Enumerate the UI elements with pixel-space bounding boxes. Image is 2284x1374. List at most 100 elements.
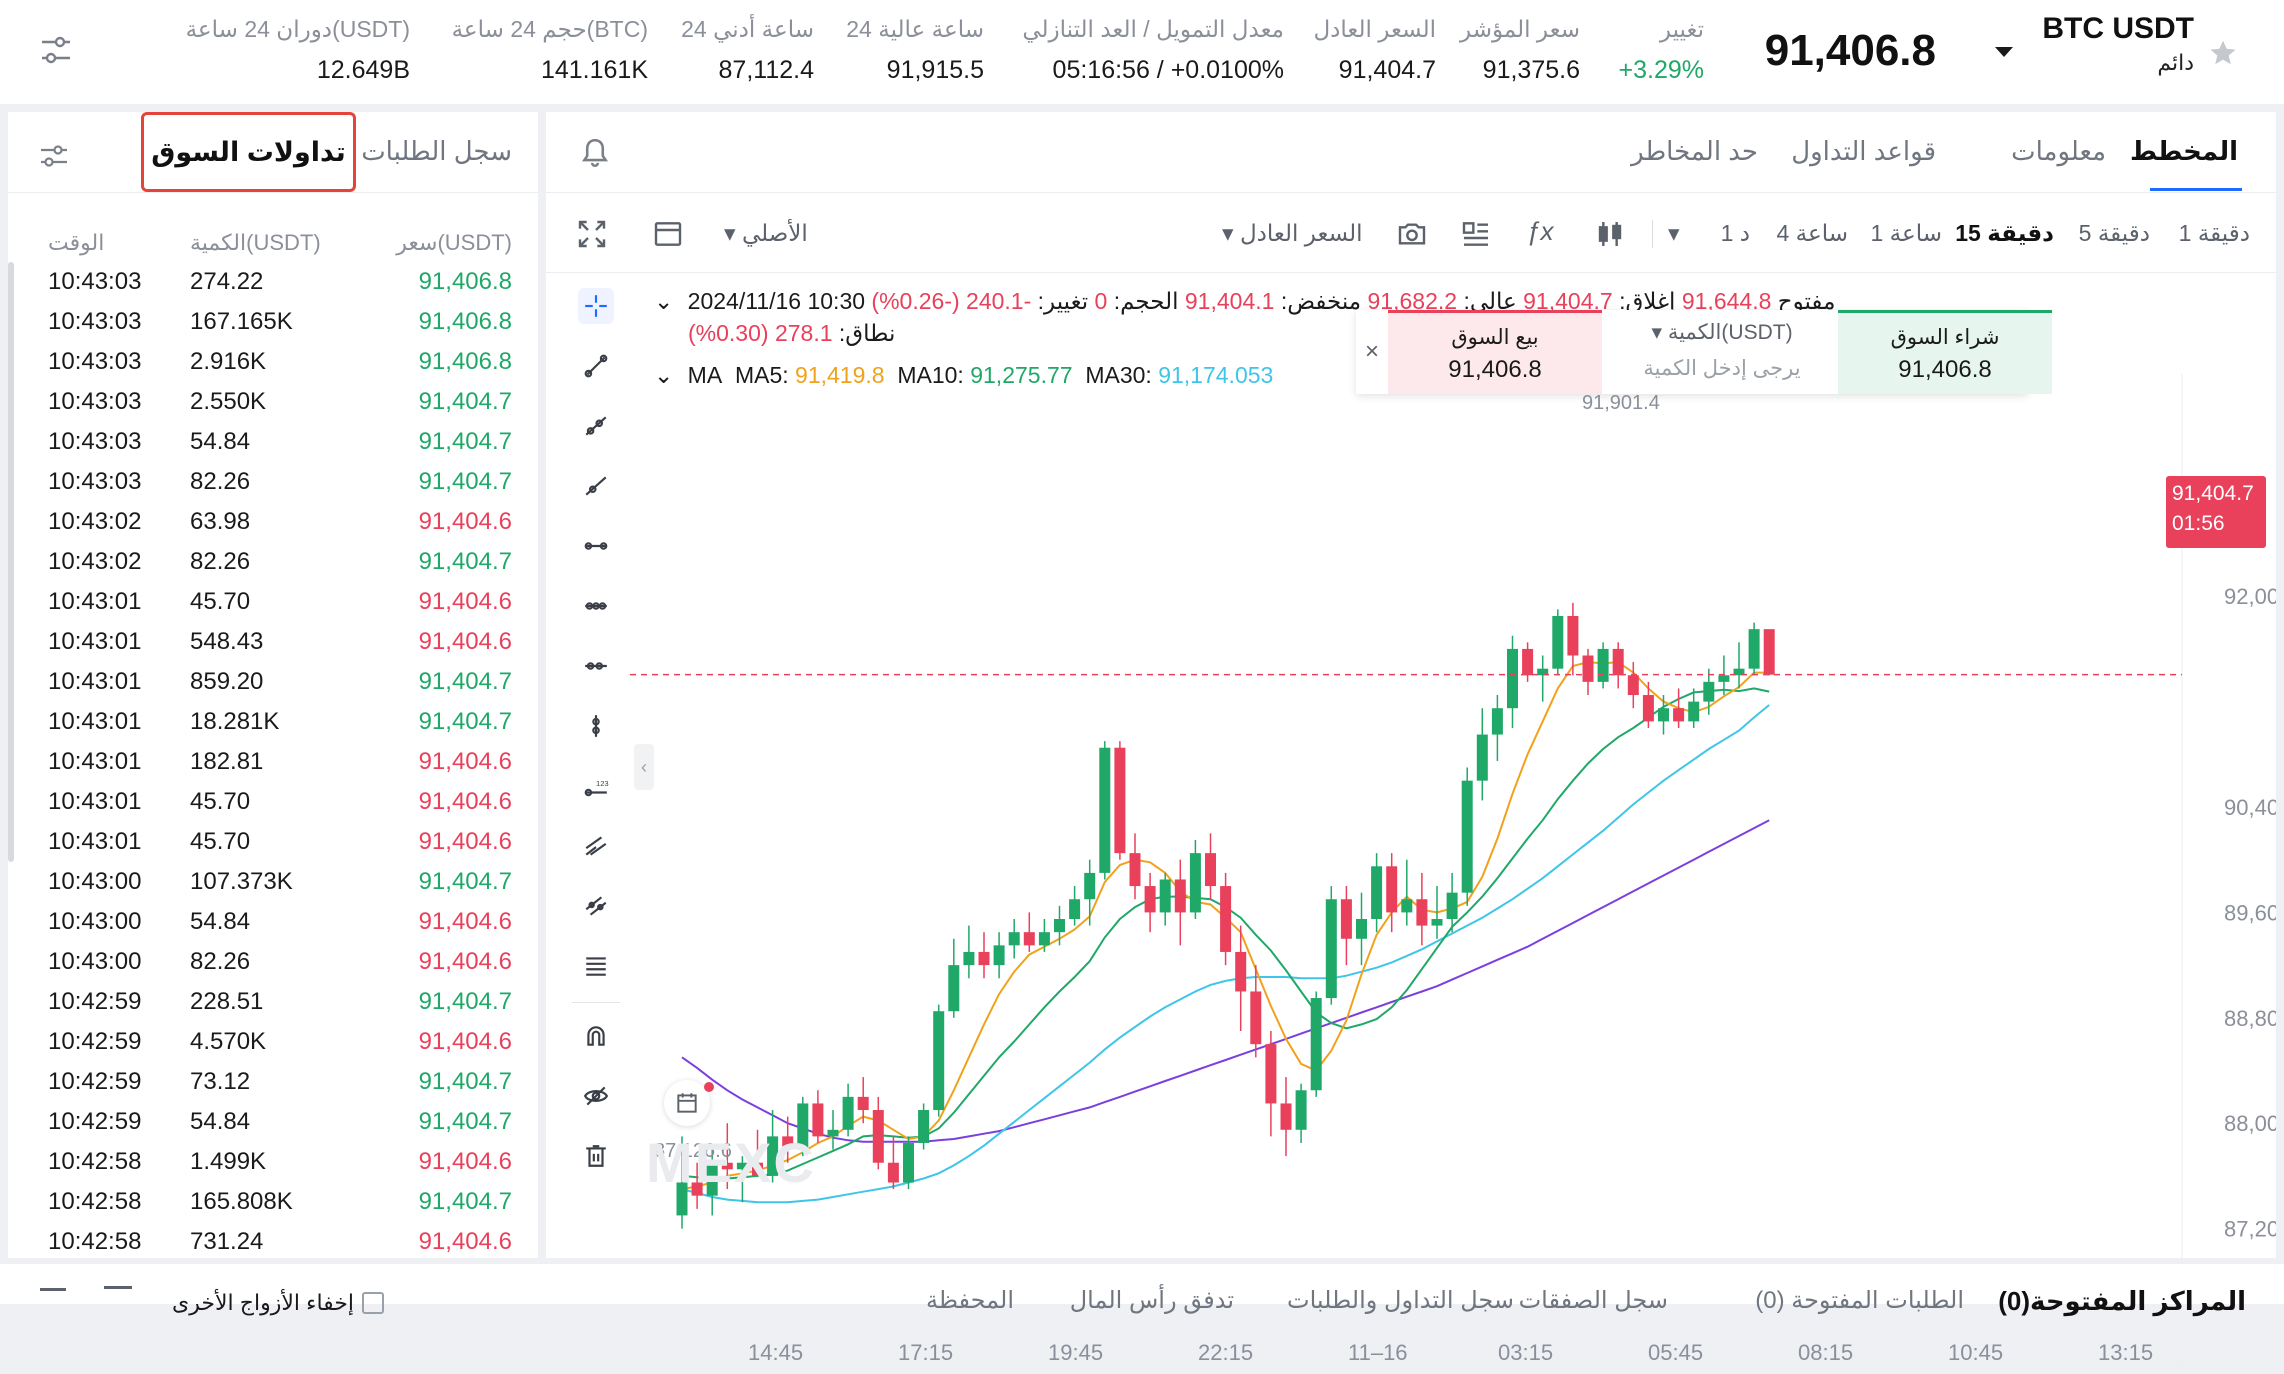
tab-chart[interactable]: المخطط: [2130, 136, 2238, 167]
trade-qty: 165.808K: [190, 1188, 293, 1216]
ohlc-range: نطاق: 278.1 (0.30%): [688, 320, 895, 347]
hide-drawings-icon[interactable]: [578, 1078, 614, 1114]
ohlc-change-value: -240.1 (-0.26%): [871, 288, 1031, 314]
pitchfork-icon[interactable]: [578, 888, 614, 924]
candle-body: [1522, 649, 1533, 675]
view-mode-select[interactable]: ▾ الأصلي: [724, 220, 808, 247]
candlestick-chart[interactable]: 92,00090,40089,60088,80088,00087,200514:…: [630, 274, 2276, 1374]
price-line-icon[interactable]: [578, 648, 614, 684]
bottom-tab-wallet[interactable]: المحفظة: [926, 1286, 1014, 1315]
quick-qty-select[interactable]: ▾ الكمية(USDT): [1616, 320, 1828, 345]
tab-risk-limit[interactable]: حد المخاطر: [1631, 136, 1758, 167]
ma5-value: 91,419.8: [795, 362, 885, 388]
extended-line-icon[interactable]: [578, 468, 614, 504]
tab-info[interactable]: معلومات: [2011, 136, 2106, 167]
hide-other-pairs-checkbox[interactable]: [362, 1292, 384, 1314]
interval-5m[interactable]: 5 دقيقة: [2079, 220, 2150, 247]
market-buy-button[interactable]: شراء السوق 91,406.8: [1838, 310, 2052, 394]
interval-4h[interactable]: 4 ساعة: [1776, 220, 1848, 247]
trade-time: 10:42:59: [48, 1108, 141, 1136]
bottom-tab-order-history[interactable]: سجل التداول والطلبات: [1287, 1286, 1514, 1315]
interval-more-dropdown[interactable]: ▾: [1668, 220, 1680, 247]
parallel-channel-icon[interactable]: [578, 828, 614, 864]
candle-body: [1552, 616, 1563, 669]
candle-body: [1447, 893, 1458, 919]
symbol-name[interactable]: BTC USDT: [2042, 12, 2194, 46]
y-tick-label: 92,000: [2224, 584, 2276, 609]
ohlc-date: 2024/11/16 10:30: [688, 288, 865, 314]
trade-qty: 54.84: [190, 1108, 250, 1136]
trade-price: 91,406.8: [419, 308, 512, 336]
quick-qty-input[interactable]: يرجى إدخل الكمية: [1616, 356, 1828, 381]
vertical-line-icon[interactable]: [578, 708, 614, 744]
tab-market-trades[interactable]: تداولات السوق: [141, 112, 356, 192]
x-tick-label: 13:15: [2098, 1340, 2153, 1365]
interval-1d[interactable]: 1 د: [1721, 220, 1750, 247]
candle-body: [843, 1097, 854, 1130]
trade-qty: 73.12: [190, 1068, 250, 1096]
stat-label-funding: معدل التمويل / العد التنازلي: [1022, 16, 1284, 43]
fullscreen-icon[interactable]: [576, 218, 608, 250]
current-price-marker: 91,404.7 01:56: [2166, 476, 2266, 548]
candle-countdown: 01:56: [2172, 512, 2266, 536]
stat-label-change: تغيير: [1660, 16, 1704, 43]
quick-trade-close-icon[interactable]: ×: [1356, 310, 1388, 394]
bottom-filter-icon[interactable]: [104, 1286, 132, 1304]
layout-window-icon[interactable]: [652, 218, 684, 250]
bottom-tab-capital-flow[interactable]: تدفق رأس المال: [1070, 1286, 1234, 1315]
notification-bell-icon[interactable]: [578, 136, 612, 170]
price-type-select[interactable]: ▾ السعر العادل: [1222, 220, 1362, 247]
bottom-tab-trade-history[interactable]: سجل الصفقات: [1519, 1286, 1668, 1315]
ohlc-collapse-icon[interactable]: ⌄: [654, 288, 673, 314]
interval-15m[interactable]: 15 دقيقة: [1955, 220, 2054, 247]
settings-sliders-icon[interactable]: [38, 32, 74, 68]
replay-dot: [704, 1082, 714, 1092]
candle-body: [918, 1110, 929, 1143]
candle-body: [1432, 919, 1443, 926]
ray-line-icon[interactable]: [578, 408, 614, 444]
tab-trading-rules[interactable]: قواعد التداول: [1791, 136, 1936, 167]
candle-body: [1296, 1090, 1307, 1130]
camera-icon[interactable]: [1396, 218, 1428, 250]
trade-qty: 107.373K: [190, 868, 293, 896]
bottom-tab-positions[interactable]: المراكز المفتوحة(0): [1998, 1286, 2246, 1317]
panel-settings-icon[interactable]: [38, 140, 70, 172]
trade-time: 10:43:03: [48, 308, 141, 336]
ma-collapse-icon[interactable]: ⌄: [654, 362, 673, 388]
panel-divider: [8, 192, 538, 193]
candle-body: [1220, 886, 1231, 952]
favorite-star-icon[interactable]: [2208, 38, 2238, 68]
trade-qty: 82.26: [190, 948, 250, 976]
grid-layout-icon[interactable]: [1460, 218, 1492, 250]
interval-1m[interactable]: 1 دقيقة: [2179, 220, 2250, 247]
horizontal-line-icon[interactable]: [578, 528, 614, 564]
trade-time: 10:43:02: [48, 508, 141, 536]
trade-time: 10:43:03: [48, 468, 141, 496]
trade-price: 91,404.6: [419, 1228, 512, 1256]
tab-orderbook[interactable]: سجل الطلبات: [361, 136, 512, 167]
delete-drawings-icon[interactable]: [578, 1138, 614, 1174]
crosshair-icon[interactable]: [578, 288, 614, 324]
horizontal-ray-icon[interactable]: [578, 588, 614, 624]
indicators-fx-icon[interactable]: ƒx: [1526, 216, 1560, 250]
interval-1h[interactable]: 1 ساعة: [1870, 220, 1942, 247]
trade-qty: 54.84: [190, 908, 250, 936]
bottom-menu-icon[interactable]: [40, 1288, 66, 1304]
candle-type-icon[interactable]: [1594, 218, 1626, 250]
trade-price: 91,404.6: [419, 628, 512, 656]
trade-qty: 859.20: [190, 668, 263, 696]
trend-line-icon[interactable]: [578, 348, 614, 384]
bottom-tab-open-orders[interactable]: الطلبات المفتوحة (0): [1755, 1286, 1964, 1315]
magnet-icon[interactable]: [578, 1018, 614, 1054]
trade-time: 10:42:58: [48, 1148, 141, 1176]
fibonacci-icon[interactable]: [578, 948, 614, 984]
ohlc-volume-value: 0: [1095, 288, 1108, 314]
candle-body: [1114, 748, 1125, 853]
market-sell-button[interactable]: بيع السوق 91,406.8: [1388, 310, 1602, 394]
trade-qty: 182.81: [190, 748, 263, 776]
candle-body: [1718, 675, 1729, 682]
symbol-dropdown-icon[interactable]: [1992, 40, 2016, 64]
price-label-icon[interactable]: 123: [578, 768, 614, 804]
